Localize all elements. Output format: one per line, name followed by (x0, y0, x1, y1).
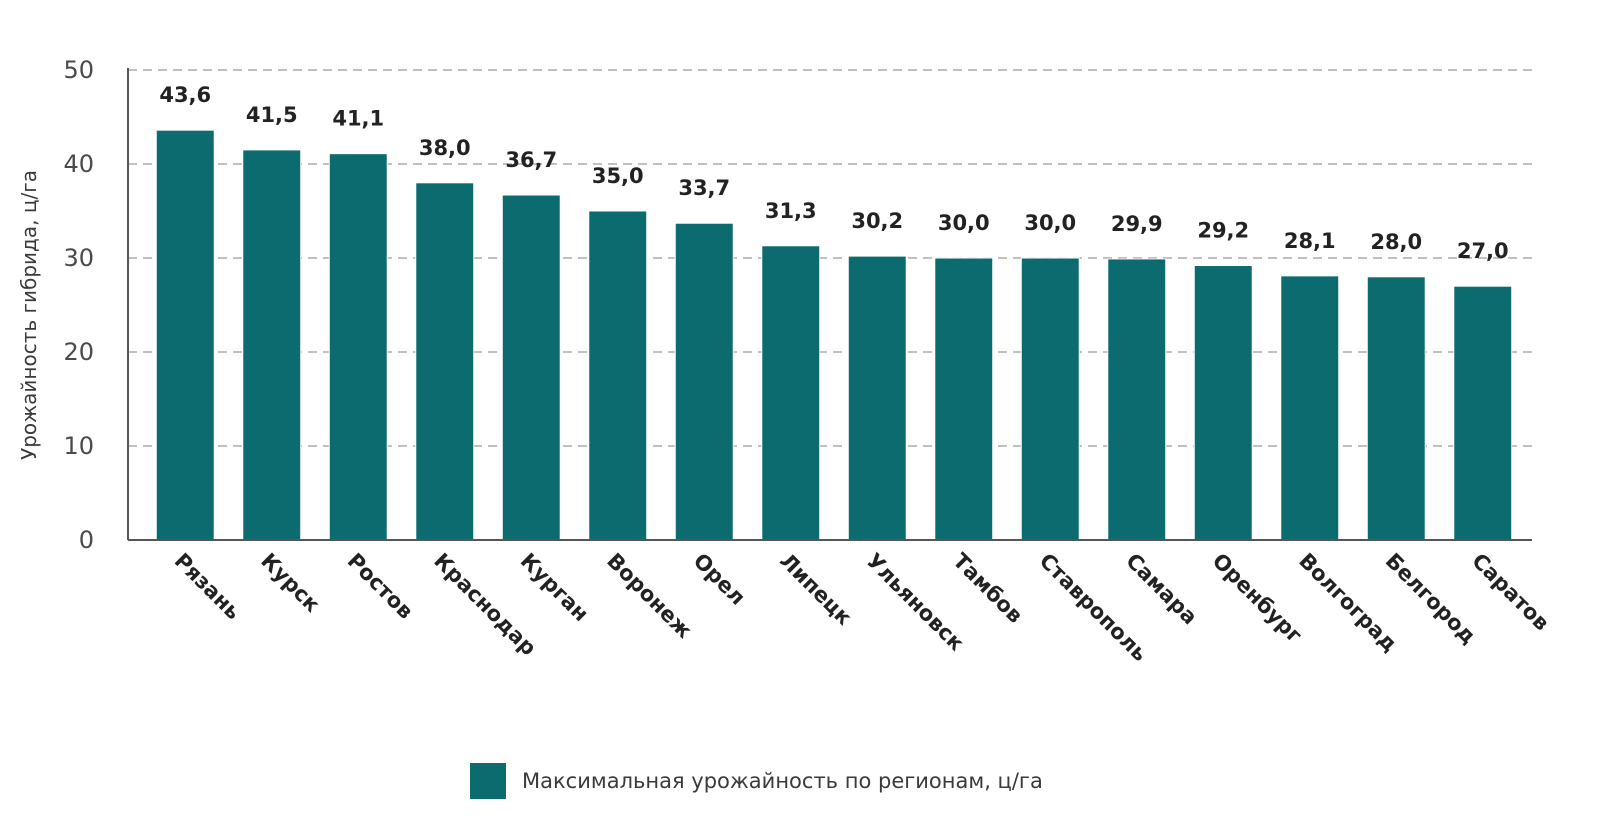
category-label: Орел (689, 549, 750, 610)
category-label: Тамбов (948, 549, 1027, 628)
bar-value-label: 43,6 (159, 83, 211, 107)
bar (501, 194, 561, 541)
bar-value-label: 29,2 (1197, 219, 1249, 243)
bar (1280, 275, 1340, 541)
bar (674, 222, 734, 541)
bar-value-label: 33,7 (678, 176, 730, 200)
legend: Максимальная урожайность по регионам, ц/… (470, 763, 1043, 799)
bar-value-label: 28,0 (1370, 230, 1422, 254)
category-label: Саратов (1467, 549, 1554, 636)
bar (847, 255, 907, 541)
bar-value-label: 29,9 (1111, 212, 1163, 236)
y-axis-title: Урожайность гибрида, ц/га (17, 170, 41, 460)
y-tick-label: 0 (79, 526, 94, 554)
category-label: Воронеж (602, 549, 697, 644)
bar (1107, 258, 1167, 541)
bar (242, 149, 302, 541)
legend-swatch (470, 763, 506, 799)
bar-value-label: 31,3 (765, 199, 817, 223)
y-tick-label: 30 (63, 244, 94, 272)
bar-value-label: 36,7 (505, 148, 557, 172)
category-label: Оренбург (1208, 549, 1307, 648)
bar (934, 257, 994, 541)
data-labels: 43,6 41,5 41,1 38,0 36,7 35,0 33,7 31,3 30,2 30,0… (159, 83, 1508, 263)
bar-value-label: 30,2 (851, 209, 903, 233)
bar (761, 245, 821, 541)
category-label: Рязань (170, 549, 246, 625)
bar-value-label: 41,1 (332, 107, 384, 131)
bar-value-label: 30,0 (1024, 211, 1076, 235)
category-label: Курск (256, 549, 324, 617)
y-tick-label: 40 (63, 150, 94, 178)
bars (155, 129, 1513, 541)
y-tick-label: 20 (63, 338, 94, 366)
bar (1020, 257, 1080, 541)
category-label: Самара (1121, 549, 1202, 630)
bar-value-label: 41,5 (246, 103, 298, 127)
bar (588, 210, 648, 541)
category-label: Курган (516, 549, 593, 626)
bar (415, 182, 475, 541)
y-axis-ticks: 0 10 20 30 40 50 (63, 56, 94, 554)
bar-value-label: 38,0 (419, 136, 471, 160)
bar-value-label: 30,0 (938, 211, 990, 235)
axes (127, 68, 1532, 541)
legend-label: Максимальная урожайность по регионам, ц/… (522, 769, 1043, 793)
y-tick-label: 50 (63, 56, 94, 84)
bar (1366, 276, 1426, 541)
category-label: Липецк (775, 549, 856, 630)
bar-value-label: 28,1 (1284, 229, 1336, 253)
bar (1193, 265, 1253, 541)
bar (328, 153, 388, 541)
bar-value-label: 27,0 (1457, 239, 1509, 263)
category-label: Ростов (343, 549, 418, 624)
bar (1453, 285, 1513, 541)
bar-value-label: 35,0 (592, 164, 644, 188)
bar (155, 129, 215, 541)
y-tick-label: 10 (63, 432, 94, 460)
